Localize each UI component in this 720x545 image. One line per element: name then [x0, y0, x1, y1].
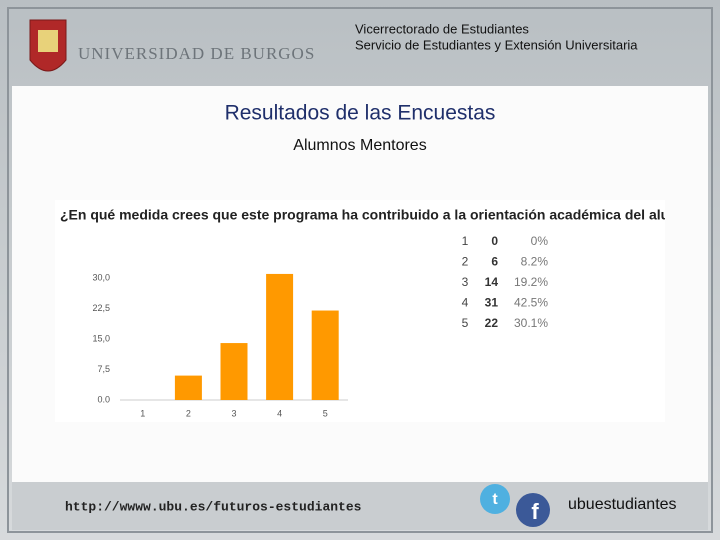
table-count: 31 — [485, 296, 499, 310]
table-percent: 30.1% — [514, 316, 548, 330]
footer-handle: ubuestudiantes — [568, 496, 677, 513]
y-tick-label: 22,5 — [92, 303, 110, 313]
y-tick-label: 0.0 — [97, 394, 110, 404]
table-count: 0 — [491, 234, 498, 248]
table-index: 5 — [462, 316, 469, 330]
x-tick-label: 4 — [277, 408, 282, 418]
frame — [7, 7, 713, 533]
bar — [311, 310, 339, 400]
footer-url: http://wwww.ubu.es/futuros-estudiantes — [65, 499, 362, 514]
table-index: 1 — [462, 234, 469, 248]
chart-title: ¿En qué medida crees que este programa h… — [60, 207, 699, 223]
slide-subtitle: Alumnos Mentores — [293, 137, 426, 154]
x-tick-label: 5 — [323, 408, 328, 418]
table-percent: 19.2% — [514, 275, 548, 289]
bar — [174, 375, 202, 400]
header-line: Servicio de Estudiantes y Extensión Univ… — [355, 37, 638, 52]
social-icons: t f — [480, 484, 550, 527]
table-index: 3 — [462, 275, 469, 289]
svg-text:f: f — [531, 499, 539, 524]
svg-text:t: t — [492, 491, 498, 508]
y-tick-label: 7,5 — [97, 364, 110, 374]
header-line: Vicerrectorado de Estudiantes — [355, 21, 529, 36]
table-count: 22 — [485, 316, 499, 330]
table-percent: 0% — [531, 234, 549, 248]
y-tick-label: 15,0 — [92, 333, 110, 343]
table-count: 14 — [485, 275, 499, 289]
table-percent: 42.5% — [514, 296, 548, 310]
table-percent: 8.2% — [521, 255, 549, 269]
x-tick-label: 2 — [186, 408, 191, 418]
logo — [29, 19, 67, 72]
x-tick-label: 3 — [231, 408, 236, 418]
chart-box — [55, 200, 665, 422]
y-tick-label: 30,0 — [92, 272, 110, 282]
x-tick-label: 1 — [140, 408, 145, 418]
university-name: UNIVERSIDAD DE BURGOS — [78, 44, 315, 63]
footer-band — [12, 482, 708, 530]
bar — [266, 273, 294, 400]
table-index: 2 — [462, 255, 469, 269]
bar — [220, 343, 248, 400]
table-count: 6 — [491, 255, 498, 269]
table-index: 4 — [462, 296, 469, 310]
slide-title: Resultados de las Encuestas — [225, 102, 496, 125]
